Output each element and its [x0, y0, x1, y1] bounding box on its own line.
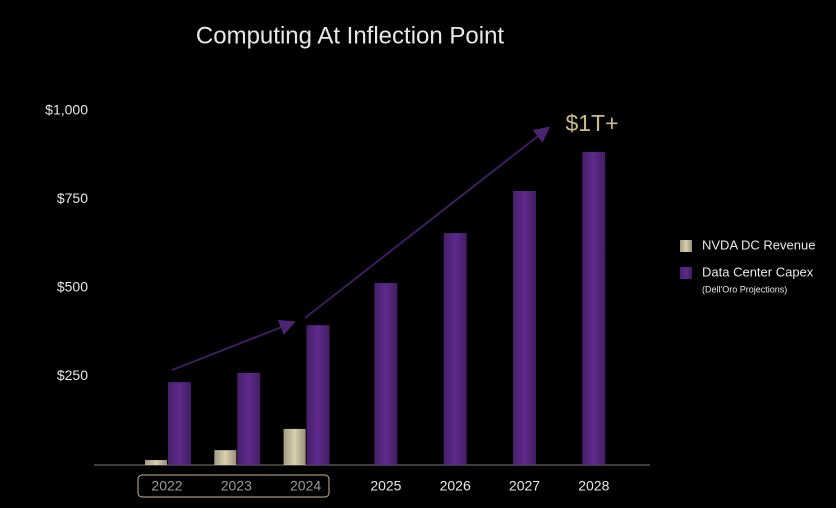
- y-tick-label: $1,000: [45, 102, 88, 118]
- highlight-box: [137, 474, 330, 498]
- annotation: $1T+: [565, 110, 618, 136]
- bar: [145, 460, 167, 465]
- bar: [443, 233, 467, 465]
- legend-note: (Dell'Oro Projections): [702, 284, 787, 294]
- bar: [168, 382, 191, 465]
- chart-title: Computing At Inflection Point: [196, 22, 505, 49]
- bar: [513, 191, 536, 465]
- x-tick-label: 2024: [290, 478, 321, 494]
- x-tick-label: 2025: [370, 478, 401, 494]
- legend-label: NVDA DC Revenue: [702, 237, 815, 252]
- y-tick-label: $250: [57, 367, 88, 383]
- y-tick-label: $750: [57, 190, 88, 206]
- bar: [582, 152, 606, 465]
- trend-arrow: [304, 126, 551, 319]
- x-tick-label: 2028: [578, 478, 609, 494]
- legend-swatch: [680, 267, 692, 279]
- legend: NVDA DC Revenue Data Center Capex (Dell'Or…: [680, 237, 815, 294]
- bar: [214, 450, 237, 465]
- legend-swatch: [680, 240, 692, 252]
- bar: [306, 325, 330, 465]
- x-tick-label: 2023: [221, 478, 252, 494]
- bar: [283, 428, 306, 465]
- x-tick-label: 2026: [440, 478, 471, 494]
- legend-label: Data Center Capex: [702, 264, 814, 279]
- x-tick-label: 2022: [151, 478, 182, 494]
- bar: [374, 283, 398, 465]
- x-tick-label: 2027: [509, 478, 540, 494]
- y-tick-label: $500: [57, 279, 88, 295]
- trend-arrow: [171, 319, 296, 371]
- bar: [237, 372, 261, 465]
